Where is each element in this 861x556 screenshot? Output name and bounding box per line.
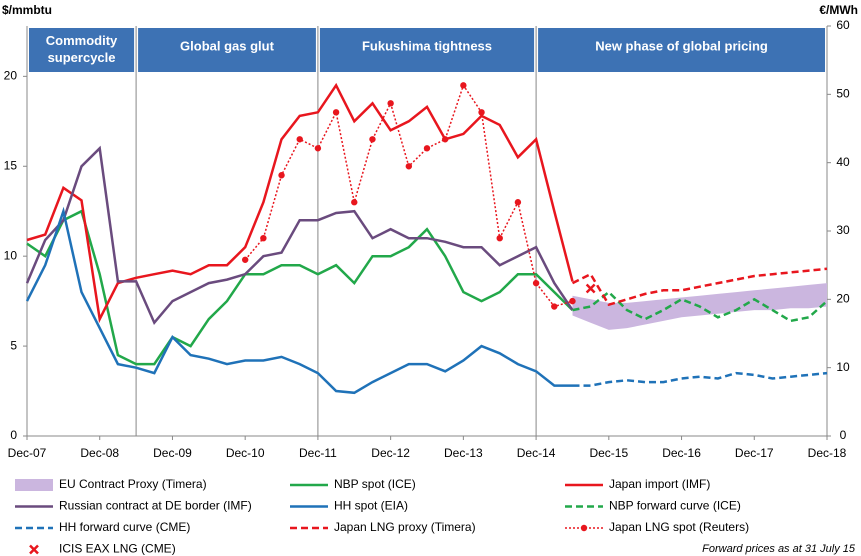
note: Forward prices as at 31 July 15 (702, 543, 856, 555)
x-tick-label: Dec-10 (226, 446, 265, 460)
legend-item: EU Contract Proxy (Timera) (15, 477, 207, 491)
y-tick-label: 10 (4, 248, 18, 262)
legend-label: HH forward curve (CME) (59, 520, 190, 534)
legend-swatch-point (580, 524, 588, 532)
point (460, 82, 467, 89)
y2-tick-label: 60 (836, 18, 850, 32)
legend-item: Japan import (IMF) (565, 477, 710, 491)
period-box (538, 28, 825, 72)
series-line (572, 371, 828, 387)
x-tick-label: Dec-13 (444, 446, 483, 460)
y2-tick-label: 0 (840, 428, 847, 442)
x-tick-label: Dec-16 (662, 446, 701, 460)
point (423, 145, 431, 152)
period-label-line: Commodity (46, 33, 118, 48)
point (278, 172, 285, 179)
legend-label: ICIS EAX LNG (CME) (59, 542, 176, 556)
x-tick-label: Dec-14 (517, 446, 556, 460)
legend-swatch (29, 544, 39, 555)
period-box (29, 28, 135, 72)
y-tick-label: 20 (4, 69, 18, 83)
x-tick-label: Dec-08 (80, 446, 119, 460)
point (351, 199, 358, 206)
point (478, 109, 485, 116)
period-label: New phase of global pricing (595, 38, 768, 53)
legend-label: HH spot (EIA) (334, 499, 408, 513)
legend-item: Japan LNG proxy (Timera) (290, 520, 476, 534)
series-line (571, 267, 828, 307)
series-line (572, 290, 828, 323)
x-tick-label: Dec-07 (8, 446, 47, 460)
point (369, 136, 376, 143)
point (296, 136, 303, 143)
legend-item: HH spot (EIA) (290, 499, 408, 513)
legend-item: NBP forward curve (ICE) (565, 499, 741, 513)
point (314, 145, 322, 152)
legend-swatch (15, 479, 53, 491)
period-label: Global gas glut (180, 38, 275, 53)
point (260, 234, 267, 242)
x-tick-label: Dec-11 (299, 446, 337, 460)
cross-marker (585, 283, 596, 294)
series-line (26, 82, 574, 324)
x-tick-label: Dec-12 (371, 446, 410, 460)
point (514, 199, 522, 206)
y2-tick-label: 20 (836, 292, 850, 306)
period-box (138, 28, 316, 72)
y2-tick-label: 30 (836, 223, 850, 237)
series-line (26, 209, 574, 366)
period-box (319, 28, 535, 72)
y-axis-title: $/mmbtu (2, 3, 52, 17)
point (551, 303, 558, 310)
point (241, 256, 249, 263)
y2-tick-label: 10 (836, 360, 850, 374)
x-tick-label: Dec-17 (735, 446, 774, 460)
legend-label: Russian contract at DE border (IMF) (59, 499, 252, 513)
legend-label: Japan LNG proxy (Timera) (334, 520, 476, 534)
legend-item: Japan LNG spot (Reuters) (565, 520, 749, 534)
point (332, 109, 340, 116)
y2-axis-title: €/MWh (819, 3, 858, 17)
period-label-line: supercycle (48, 50, 116, 65)
series-line (25, 206, 573, 395)
period-label: Fukushima tightness (362, 38, 492, 53)
legend-label: Japan import (IMF) (609, 477, 710, 491)
legend-item: HH forward curve (CME) (15, 520, 190, 534)
period-label: Commodity supercycle (46, 33, 118, 65)
point (441, 136, 449, 143)
x-tick-label: Dec-09 (153, 446, 192, 460)
legend-label: NBP spot (ICE) (334, 477, 416, 491)
legend-label: NBP forward curve (ICE) (609, 499, 741, 513)
legend-item: ICIS EAX LNG (CME) (29, 542, 176, 556)
y-tick-label: 0 (10, 428, 17, 442)
series-line (25, 145, 574, 326)
x-tick-label: Dec-18 (808, 446, 847, 460)
legend-label: Japan LNG spot (Reuters) (609, 520, 749, 534)
y-tick-label: 5 (10, 338, 17, 352)
point (405, 163, 413, 170)
point (569, 297, 576, 305)
point (387, 100, 394, 107)
y2-tick-label: 50 (836, 87, 850, 101)
legend-item: Russian contract at DE border (IMF) (15, 499, 252, 513)
y-tick-label: 15 (4, 158, 18, 172)
point (532, 279, 540, 287)
y2-tick-label: 40 (836, 155, 850, 169)
legend-item: NBP spot (ICE) (290, 477, 416, 491)
x-tick-label: Dec-15 (589, 446, 628, 460)
point (496, 234, 503, 242)
legend-label: EU Contract Proxy (Timera) (59, 477, 207, 491)
